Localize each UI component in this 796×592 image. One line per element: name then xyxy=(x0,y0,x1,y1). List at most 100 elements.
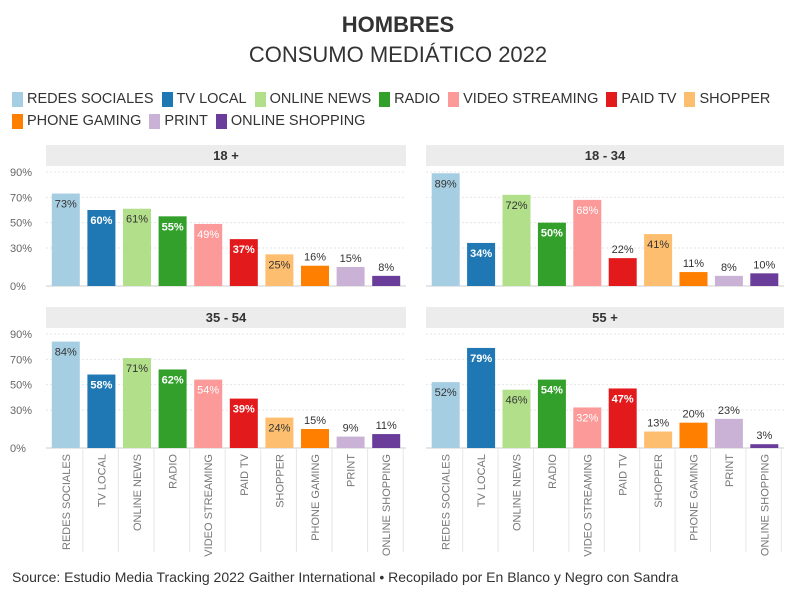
chart-title: HOMBRES xyxy=(341,12,455,37)
data-label: 79% xyxy=(470,353,492,365)
data-label: 20% xyxy=(682,409,704,421)
data-label: 54% xyxy=(197,385,219,397)
bar xyxy=(194,223,223,286)
data-label: 9% xyxy=(343,423,359,435)
data-label: 24% xyxy=(268,423,290,435)
data-label: 58% xyxy=(90,380,112,392)
bar xyxy=(158,216,187,286)
legend-item: ONLINE NEWS xyxy=(254,91,372,107)
y-tick-label: 70% xyxy=(10,354,32,366)
x-tick-label: ONLINE SHOPPING xyxy=(381,454,393,556)
x-tick-label: REDES SOCIALES xyxy=(61,454,73,550)
x-tick-label: VIDEO STREAMING xyxy=(582,454,594,557)
x-tick-label: PHONE GAMING xyxy=(689,454,701,541)
bar xyxy=(467,242,496,286)
data-label: 47% xyxy=(612,393,634,405)
bar xyxy=(608,388,637,448)
legend-label: PRINT xyxy=(164,113,208,129)
bar xyxy=(123,358,151,448)
data-label: 13% xyxy=(647,418,669,430)
x-tick-label: SHOPPER xyxy=(653,454,665,508)
legend-item: ONLINE SHOPPING xyxy=(215,113,365,129)
y-tick-label: 30% xyxy=(10,243,32,255)
bar xyxy=(229,239,258,286)
bar xyxy=(336,267,365,286)
panel-header xyxy=(46,307,406,328)
bar xyxy=(714,418,743,448)
data-label: 73% xyxy=(55,199,77,211)
bar xyxy=(502,389,531,448)
bar xyxy=(714,275,743,286)
bar xyxy=(51,193,80,286)
legend-item: VIDEO STREAMING xyxy=(448,91,598,107)
bar xyxy=(679,422,708,448)
data-label: 25% xyxy=(268,259,290,271)
x-tick-label: PAID TV xyxy=(239,453,251,495)
legend-swatch xyxy=(448,91,460,107)
data-label: 11% xyxy=(683,258,704,270)
data-label: 32% xyxy=(576,412,598,424)
data-label: 84% xyxy=(55,347,77,359)
data-label: 41% xyxy=(647,239,669,251)
chart-subtitle: CONSUMO MEDIÁTICO 2022 xyxy=(248,42,548,67)
bar xyxy=(608,258,637,286)
y-tick-label: 90% xyxy=(10,167,32,179)
legend-swatch xyxy=(606,91,618,107)
panel-header xyxy=(46,145,406,166)
bar xyxy=(123,208,151,286)
x-tick-label: TV LOCAL xyxy=(96,454,108,507)
y-tick-label: 70% xyxy=(10,192,32,204)
data-label: 55% xyxy=(162,221,184,233)
panel-title: 55 + xyxy=(592,310,618,325)
bar xyxy=(750,444,779,448)
data-label: 72% xyxy=(505,200,527,212)
data-label: 8% xyxy=(721,262,737,274)
data-label: 11% xyxy=(376,420,397,432)
x-tick-label: ONLINE NEWS xyxy=(512,454,524,531)
bar xyxy=(573,407,602,448)
panel-title: 18 + xyxy=(213,148,239,163)
y-tick-label: 50% xyxy=(10,380,32,392)
x-tick-label: PAID TV xyxy=(618,453,630,495)
x-tick-label: PRINT xyxy=(724,454,736,487)
legend-item: REDES SOCIALES xyxy=(12,91,154,107)
data-label: 15% xyxy=(304,415,326,427)
legend-label: VIDEO STREAMING xyxy=(463,91,599,107)
data-label: 68% xyxy=(576,205,598,217)
data-label: 3% xyxy=(756,430,772,442)
legend-swatch xyxy=(149,113,161,129)
y-tick-label: 30% xyxy=(10,405,32,417)
legend-label: RADIO xyxy=(394,91,441,107)
data-label: 22% xyxy=(612,244,634,256)
data-label: 71% xyxy=(126,363,148,375)
x-tick-label: PRINT xyxy=(346,454,358,487)
legend-item: TV LOCAL xyxy=(161,91,247,107)
bar xyxy=(372,275,401,286)
bar xyxy=(679,272,708,286)
bar xyxy=(194,379,223,448)
data-label: 16% xyxy=(304,252,326,264)
x-tick-label: ONLINE SHOPPING xyxy=(759,454,771,556)
legend-row-2: PHONE GAMING PRINT ONLINE SHOPPING xyxy=(12,110,772,132)
x-tick-label: TV LOCAL xyxy=(476,454,488,507)
legend-label: REDES SOCIALES xyxy=(27,91,154,107)
bar xyxy=(431,173,460,286)
legend-item: PHONE GAMING xyxy=(12,113,141,129)
data-label: 62% xyxy=(162,374,184,386)
bar xyxy=(87,374,116,448)
legend-swatch xyxy=(12,91,23,107)
bar xyxy=(265,417,294,448)
bar xyxy=(301,265,329,286)
bar xyxy=(502,194,531,286)
x-tick-label: RADIO xyxy=(168,454,180,489)
data-label: 34% xyxy=(470,248,492,260)
bar xyxy=(87,210,116,286)
x-tick-label: PHONE GAMING xyxy=(310,454,322,541)
bar xyxy=(372,434,401,448)
data-label: 23% xyxy=(718,405,740,417)
data-label: 50% xyxy=(541,228,563,240)
data-label: 60% xyxy=(90,215,112,227)
legend-label: ONLINE NEWS xyxy=(269,91,372,107)
bar xyxy=(644,234,673,286)
